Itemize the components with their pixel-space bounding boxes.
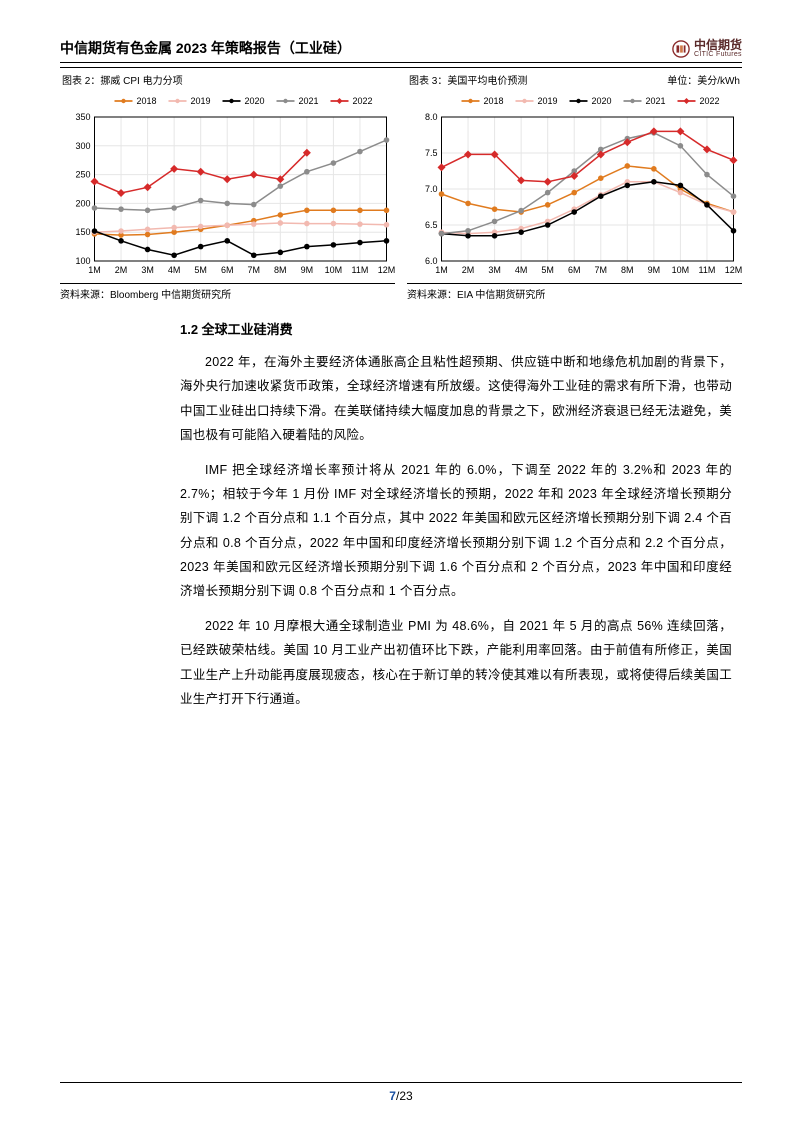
paragraph-1: 2022 年，在海外主要经济体通胀高企且粘性超预期、供应链中断和地缘危机加剧的背… [180,350,732,448]
svg-text:300: 300 [75,141,90,151]
brand-name-cn: 中信期货 [694,39,742,51]
svg-text:3M: 3M [141,265,154,275]
svg-text:2021: 2021 [299,96,319,106]
body-content: 1.2 全球工业硅消费 2022 年，在海外主要经济体通胀高企且粘性超预期、供应… [60,301,742,711]
svg-text:7M: 7M [248,265,261,275]
svg-text:10M: 10M [672,265,690,275]
svg-text:4M: 4M [168,265,181,275]
svg-text:11M: 11M [699,265,716,275]
figure-left: 图表 2：挪威 CPI 电力分项 1001502002503003501M2M3… [60,70,395,281]
figure-left-source: 资料来源：Bloomberg 中信期货研究所 [60,283,395,301]
document-title: 中信期货有色金属 2023 年策略报告（工业硅） [60,38,351,58]
page-total: 23 [399,1089,412,1103]
svg-text:4M: 4M [515,265,528,275]
figure-right: 图表 3：美国平均电价预测 单位：美分/kWh 6.06.57.07.58.01… [407,70,742,281]
svg-text:9M: 9M [301,265,314,275]
section-title: 1.2 全球工业硅消费 [180,319,732,338]
svg-text:1M: 1M [88,265,101,275]
svg-text:7.0: 7.0 [425,184,438,194]
svg-text:2M: 2M [115,265,128,275]
svg-text:2022: 2022 [353,96,373,106]
svg-text:9M: 9M [648,265,661,275]
svg-text:3M: 3M [488,265,501,275]
svg-text:2019: 2019 [538,96,558,106]
brand-logo: 中信期货 CITIC Futures [672,39,742,58]
svg-text:7.5: 7.5 [425,148,438,158]
svg-text:8.0: 8.0 [425,112,438,122]
svg-text:2020: 2020 [592,96,612,106]
svg-text:2021: 2021 [646,96,666,106]
logo-icon [672,40,690,58]
svg-text:8M: 8M [621,265,634,275]
figure-right-title: 图表 3：美国平均电价预测 [407,70,529,91]
svg-text:2020: 2020 [245,96,265,106]
chart-left: 1001502002503003501M2M3M4M5M6M7M8M9M10M1… [60,91,395,281]
svg-text:12M: 12M [378,265,395,275]
page-header: 中信期货有色金属 2023 年策略报告（工业硅） 中信期货 CITIC Futu… [60,38,742,63]
figure-right-source: 资料来源：EIA 中信期货研究所 [407,283,742,301]
svg-text:250: 250 [75,170,90,180]
chart-right: 6.06.57.07.58.01M2M3M4M5M6M7M8M9M10M11M1… [407,91,742,281]
svg-text:12M: 12M [725,265,742,275]
svg-text:5M: 5M [194,265,207,275]
page-number: 7/23 [389,1087,412,1104]
figure-right-unit: 单位：美分/kWh [665,70,742,91]
svg-text:2M: 2M [462,265,475,275]
paragraph-3: 2022 年 10 月摩根大通全球制造业 PMI 为 48.6%，自 2021 … [180,614,732,712]
brand-name-en: CITIC Futures [694,51,742,58]
svg-text:2019: 2019 [191,96,211,106]
svg-text:2018: 2018 [484,96,504,106]
svg-text:150: 150 [75,227,90,237]
svg-text:2018: 2018 [137,96,157,106]
svg-text:10M: 10M [325,265,343,275]
svg-text:2022: 2022 [700,96,720,106]
svg-text:350: 350 [75,112,90,122]
figures-row: 图表 2：挪威 CPI 电力分项 1001502002503003501M2M3… [60,67,742,281]
svg-text:1M: 1M [435,265,448,275]
page-footer: 7/23 [60,1082,742,1105]
figure-left-title: 图表 2：挪威 CPI 电力分项 [60,70,185,91]
svg-text:8M: 8M [274,265,287,275]
svg-text:11M: 11M [352,265,369,275]
paragraph-2: IMF 把全球经济增长率预计将从 2021 年的 6.0%，下调至 2022 年… [180,458,732,604]
svg-text:6.5: 6.5 [425,220,438,230]
svg-text:6M: 6M [221,265,234,275]
svg-text:5M: 5M [541,265,554,275]
page-current: 7 [389,1089,396,1103]
svg-text:7M: 7M [595,265,608,275]
svg-text:200: 200 [75,198,90,208]
sources-row: 资料来源：Bloomberg 中信期货研究所 资料来源：EIA 中信期货研究所 [60,283,742,301]
svg-text:6M: 6M [568,265,581,275]
